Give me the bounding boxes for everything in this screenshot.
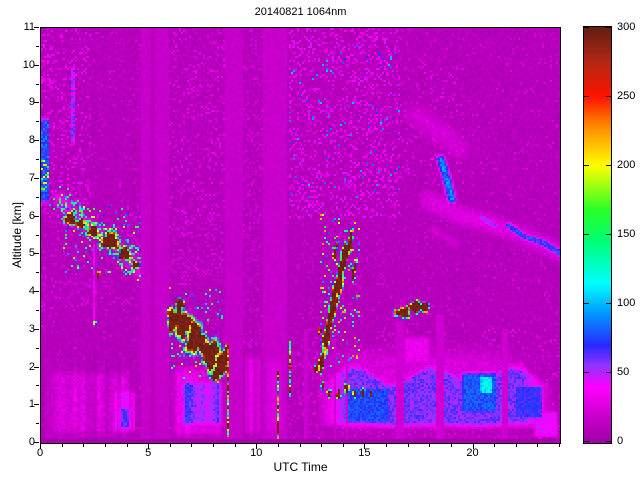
y-tick [34, 27, 39, 28]
colorbar-tick-label: 150 [617, 228, 636, 240]
y-tick [34, 291, 39, 293]
x-tick [40, 444, 41, 449]
y-tick-label: 7 [28, 171, 35, 184]
x-tick [321, 444, 323, 447]
x-tick [277, 444, 279, 447]
colorbar-tick-label: 300 [617, 21, 636, 33]
colorbar-tick [606, 303, 611, 304]
y-tick [36, 45, 39, 47]
y-tick [36, 272, 39, 274]
y-tick [36, 159, 39, 161]
y-tick-label: 1 [28, 398, 35, 411]
colorbar-tick [584, 441, 589, 442]
y-tick [34, 177, 39, 179]
x-tick [515, 444, 517, 447]
x-tick [494, 444, 496, 447]
x-axis-label: UTC Time [273, 460, 328, 474]
y-tick-label: 6 [28, 209, 35, 222]
y-tick [34, 215, 39, 217]
x-tick [537, 444, 539, 447]
colorbar-tick [584, 303, 589, 304]
x-tick [83, 444, 85, 447]
y-tick-label: 5 [28, 247, 35, 260]
y-tick [36, 385, 39, 387]
y-tick [36, 121, 39, 123]
x-tick [256, 444, 258, 449]
x-tick-label: 0 [36, 447, 44, 459]
colorbar-tick [584, 372, 589, 373]
y-tick [36, 309, 39, 311]
plot-frame [40, 27, 561, 444]
y-tick [34, 253, 39, 255]
colorbar-tick [606, 96, 611, 97]
colorbar-tick-label: 250 [617, 90, 636, 102]
x-tick [299, 444, 301, 447]
y-tick [34, 64, 39, 66]
colorbar-tick [606, 372, 611, 373]
x-tick [450, 444, 452, 447]
y-tick [34, 404, 39, 406]
colorbar-tick-label: 50 [617, 366, 630, 378]
x-tick [191, 444, 193, 447]
x-tick [234, 444, 236, 447]
x-tick [386, 444, 387, 447]
y-tick-label: 0 [28, 436, 35, 448]
x-tick [104, 444, 106, 447]
y-tick-label: 11 [23, 21, 35, 33]
y-tick-label: 2 [28, 360, 35, 373]
x-tick [213, 444, 214, 447]
y-tick [34, 366, 39, 368]
y-tick [36, 423, 39, 425]
chart-title: 20140821 1064nm [254, 6, 347, 18]
y-tick [36, 347, 39, 349]
x-tick-label: 10 [250, 447, 263, 459]
colorbar-tick [606, 234, 611, 235]
colorbar-tick-label: 0 [617, 435, 624, 447]
colorbar-tick [584, 27, 589, 28]
colorbar-tick-label: 200 [617, 159, 636, 171]
y-tick [34, 102, 39, 104]
y-tick [34, 442, 39, 443]
x-tick [148, 444, 150, 449]
y-tick-label: 9 [28, 96, 35, 109]
x-tick [342, 444, 344, 447]
colorbar-frame [583, 26, 612, 444]
colorbar-canvas [584, 27, 611, 443]
x-tick-label: 20 [466, 447, 479, 459]
colorbar-tick [606, 165, 611, 166]
heatmap-canvas [41, 28, 560, 443]
x-tick [126, 444, 128, 447]
x-tick [472, 444, 474, 449]
colorbar-tick-label: 100 [617, 297, 636, 309]
x-tick [407, 444, 409, 447]
y-axis-label: Altitude [km] [10, 201, 24, 269]
y-tick [36, 83, 39, 85]
y-tick [34, 140, 39, 142]
colorbar-tick [584, 165, 589, 166]
x-tick [559, 444, 560, 447]
x-tick [429, 444, 431, 447]
x-tick-label: 15 [358, 447, 371, 459]
y-tick [36, 196, 39, 198]
colorbar-tick [606, 441, 611, 442]
y-tick-label: 10 [22, 58, 35, 71]
x-tick [61, 444, 63, 447]
x-tick-label: 5 [145, 447, 152, 459]
y-tick [36, 234, 39, 236]
y-tick-label: 4 [28, 285, 35, 298]
y-tick [34, 328, 39, 330]
colorbar-tick [584, 234, 589, 235]
colorbar-tick [584, 96, 589, 97]
x-tick [169, 444, 171, 447]
colorbar-tick [606, 27, 611, 28]
x-tick [364, 444, 366, 449]
y-tick-label: 3 [28, 322, 35, 335]
y-tick-label: 8 [28, 134, 35, 147]
